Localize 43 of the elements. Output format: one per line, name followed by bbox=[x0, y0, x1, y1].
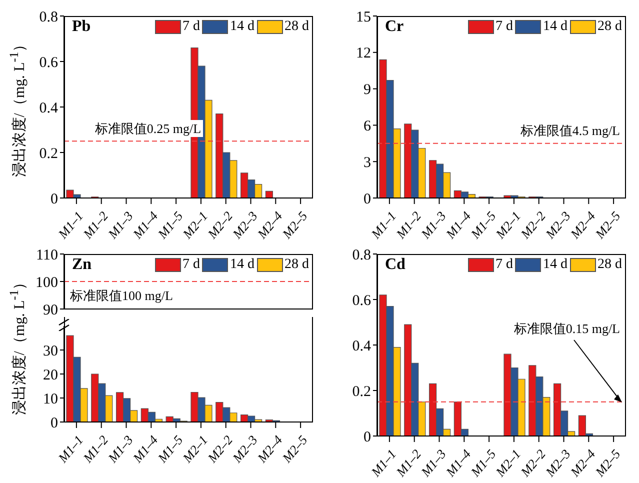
y-tick-label: 0.6 bbox=[39, 54, 58, 71]
ref-line-label: 标准限值0.25 mg/L bbox=[92, 120, 204, 138]
legend-label: 14 d bbox=[229, 19, 254, 35]
legend-label: 7 d bbox=[182, 19, 200, 35]
y-tick-label: 0.4 bbox=[39, 100, 58, 116]
legend-label: 7 d bbox=[494, 257, 513, 273]
y-tick-label: 12 bbox=[356, 46, 371, 62]
y-tick-label: 0 bbox=[50, 415, 58, 432]
y-tick-label: 3 bbox=[364, 154, 371, 171]
legend-label: 14 d bbox=[542, 19, 568, 35]
legend-label: 28 d bbox=[596, 257, 622, 273]
y-tick-label: 0.6 bbox=[352, 292, 372, 309]
legend-label: 28 d bbox=[284, 257, 309, 273]
legend-label: 7 d bbox=[182, 257, 200, 273]
y-tick-label: 100 bbox=[36, 274, 58, 291]
chart-title: Cr bbox=[385, 18, 404, 36]
legend-label: 28 d bbox=[284, 19, 309, 35]
y-tick-label: 9 bbox=[364, 82, 371, 98]
y-tick-label: 0.2 bbox=[39, 146, 58, 162]
legend-label: 14 d bbox=[229, 257, 254, 273]
y-tick-label: 0.4 bbox=[352, 338, 372, 354]
chart-title: Pb bbox=[72, 18, 91, 36]
legend-label: 7 d bbox=[494, 19, 513, 35]
y-tick-label: 15 bbox=[356, 9, 371, 26]
y-tick-label: 20 bbox=[43, 367, 58, 384]
ref-line-label: 标准限值0.15 mg/L bbox=[512, 320, 622, 338]
y-tick-label: 110 bbox=[36, 247, 58, 264]
legend-label: 14 d bbox=[542, 257, 568, 273]
y-tick-label: 0.2 bbox=[352, 384, 371, 400]
chart-title: Zn bbox=[72, 256, 92, 274]
chart-title: Cd bbox=[385, 256, 406, 274]
y-tick-label: 0 bbox=[364, 429, 371, 446]
y-tick-label: 30 bbox=[43, 343, 58, 360]
y-tick-label: 0 bbox=[50, 191, 58, 208]
y-tick-label: 6 bbox=[364, 118, 372, 135]
y-tick-label: 0.8 bbox=[39, 9, 58, 26]
y-tick-label: 90 bbox=[43, 302, 58, 318]
y-tick-label: 0 bbox=[364, 191, 371, 208]
y-tick-label: 10 bbox=[43, 391, 58, 408]
y-tick-label: 0.8 bbox=[352, 247, 371, 264]
legend-label: 28 d bbox=[596, 19, 622, 35]
ref-line-label: 标准限值4.5 mg/L bbox=[518, 122, 622, 140]
ref-line-label: 标准限值100 mg/L bbox=[68, 286, 175, 304]
